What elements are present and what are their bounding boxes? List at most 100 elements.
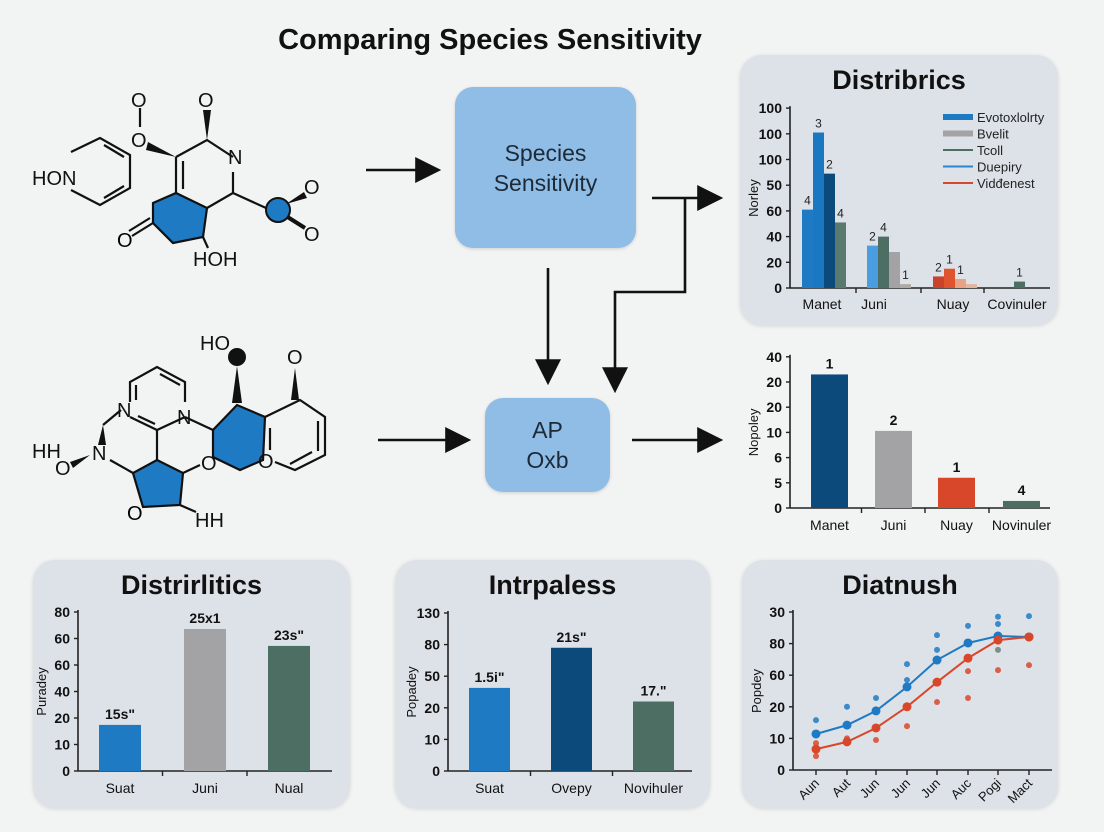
chart-title: Diatnush bbox=[842, 570, 958, 600]
series-point bbox=[932, 655, 942, 665]
molecule-structure-2: HO O N N HH O N O O HH O bbox=[32, 333, 327, 532]
bar bbox=[184, 628, 226, 771]
series-point bbox=[811, 744, 821, 754]
bar bbox=[867, 245, 878, 288]
y-tick-label: 60 bbox=[54, 657, 70, 673]
x-tick-label: Nuay bbox=[940, 517, 973, 533]
chart-title: Intrpaless bbox=[488, 570, 617, 600]
x-tick-label: Manet bbox=[810, 517, 849, 533]
bar bbox=[933, 276, 944, 288]
bar-value-label: 2 bbox=[935, 260, 942, 274]
series-point bbox=[963, 653, 973, 663]
y-tick-label: 130 bbox=[417, 605, 441, 621]
bar bbox=[875, 430, 912, 508]
bar bbox=[824, 173, 835, 288]
bar-value-label: 4 bbox=[1018, 482, 1026, 498]
y-tick-label: 80 bbox=[424, 637, 440, 653]
atom-label: N bbox=[117, 400, 131, 422]
y-axis-label: Norley bbox=[746, 179, 761, 217]
scatter-point bbox=[844, 735, 850, 742]
y-tick-label: 0 bbox=[432, 763, 440, 779]
scatter-point bbox=[965, 694, 971, 701]
bar-value-label: 4 bbox=[804, 194, 811, 208]
scatter-point bbox=[904, 723, 910, 730]
x-tick-label: Nual bbox=[275, 780, 304, 796]
arrow-loop-to-box2 bbox=[602, 198, 687, 394]
x-tick-label: Suat bbox=[106, 780, 135, 796]
y-tick-label: 0 bbox=[62, 763, 70, 779]
bar bbox=[99, 724, 141, 771]
y-tick-label: 100 bbox=[759, 100, 783, 116]
y-tick-label: 0 bbox=[774, 280, 782, 296]
y-tick-label: 40 bbox=[766, 229, 782, 245]
atom-label: O bbox=[131, 90, 147, 112]
bar bbox=[966, 284, 977, 288]
y-tick-label: 50 bbox=[424, 668, 440, 684]
bar-value-label: 1 bbox=[946, 253, 953, 267]
bar bbox=[1003, 500, 1040, 508]
bar bbox=[633, 701, 674, 771]
atom-label: HH bbox=[195, 510, 224, 532]
x-tick-label: Jun bbox=[918, 776, 943, 801]
atom-label: HH bbox=[32, 441, 61, 463]
y-axis-label: Popdey bbox=[749, 668, 764, 713]
bar bbox=[878, 236, 889, 288]
bar bbox=[889, 252, 900, 288]
y-tick-label: 10 bbox=[54, 737, 70, 753]
atom-label: O bbox=[201, 453, 217, 475]
y-tick-label: 60 bbox=[766, 203, 782, 219]
scatter-point bbox=[965, 668, 971, 675]
box-line: Sensitivity bbox=[493, 169, 598, 196]
scatter-point bbox=[873, 736, 879, 743]
y-tick-label: 0 bbox=[777, 762, 785, 778]
scatter-point bbox=[844, 703, 850, 710]
box-line: AP bbox=[532, 417, 563, 443]
series-point bbox=[871, 723, 881, 733]
bar-value-label: 15s" bbox=[105, 706, 135, 722]
y-tick-label: 60 bbox=[769, 667, 785, 683]
bar-value-label: 1 bbox=[902, 268, 909, 282]
y-tick-label: 20 bbox=[424, 700, 440, 716]
bar-value-label: 1.5i" bbox=[475, 669, 505, 685]
x-tick-label: Novihuler bbox=[624, 780, 683, 796]
atom-label: N bbox=[92, 443, 106, 465]
scatter-point bbox=[934, 646, 940, 653]
chart-title: Distribrics bbox=[832, 65, 966, 95]
y-tick-label: 20 bbox=[766, 399, 782, 415]
x-tick-label: Juni bbox=[192, 780, 218, 796]
bar-value-label: 1 bbox=[957, 263, 964, 277]
series-point bbox=[902, 702, 912, 712]
legend-label: Tcoll bbox=[977, 143, 1003, 158]
series-point bbox=[963, 638, 973, 648]
legend-label: Bvelit bbox=[977, 127, 1009, 142]
series-point bbox=[842, 720, 852, 730]
series-line bbox=[815, 635, 1030, 751]
bar bbox=[1014, 281, 1025, 288]
y-axis-label: Popadey bbox=[404, 666, 419, 718]
scatter-point bbox=[934, 632, 940, 639]
y-tick-label: 100 bbox=[759, 152, 783, 168]
scatter-point bbox=[1026, 662, 1032, 669]
legend-label: Vidđenest bbox=[977, 176, 1035, 191]
bar bbox=[811, 374, 848, 508]
legend-label: Duepiry bbox=[977, 160, 1022, 175]
y-tick-label: 30 bbox=[769, 604, 785, 620]
y-tick-label: 40 bbox=[766, 349, 782, 365]
y-tick-label: 20 bbox=[769, 699, 785, 715]
page-title: Comparing Species Sensitivity bbox=[278, 24, 702, 56]
bar-value-label: 23s" bbox=[274, 627, 304, 643]
legend-label: Evotoxlolrty bbox=[977, 110, 1045, 125]
bar-value-label: 25x1 bbox=[189, 610, 220, 626]
scatter-point bbox=[813, 717, 819, 724]
atom-label: HON bbox=[32, 168, 76, 190]
bar-value-label: 2 bbox=[826, 158, 833, 172]
y-tick-label: 0 bbox=[774, 500, 782, 516]
scatter-point bbox=[995, 621, 1001, 628]
bar-value-label: 21s" bbox=[557, 629, 587, 645]
y-tick-label: 20 bbox=[766, 374, 782, 390]
scatter-point bbox=[995, 646, 1001, 653]
scatter-point bbox=[995, 613, 1001, 620]
x-tick-label: Aun bbox=[795, 776, 822, 803]
